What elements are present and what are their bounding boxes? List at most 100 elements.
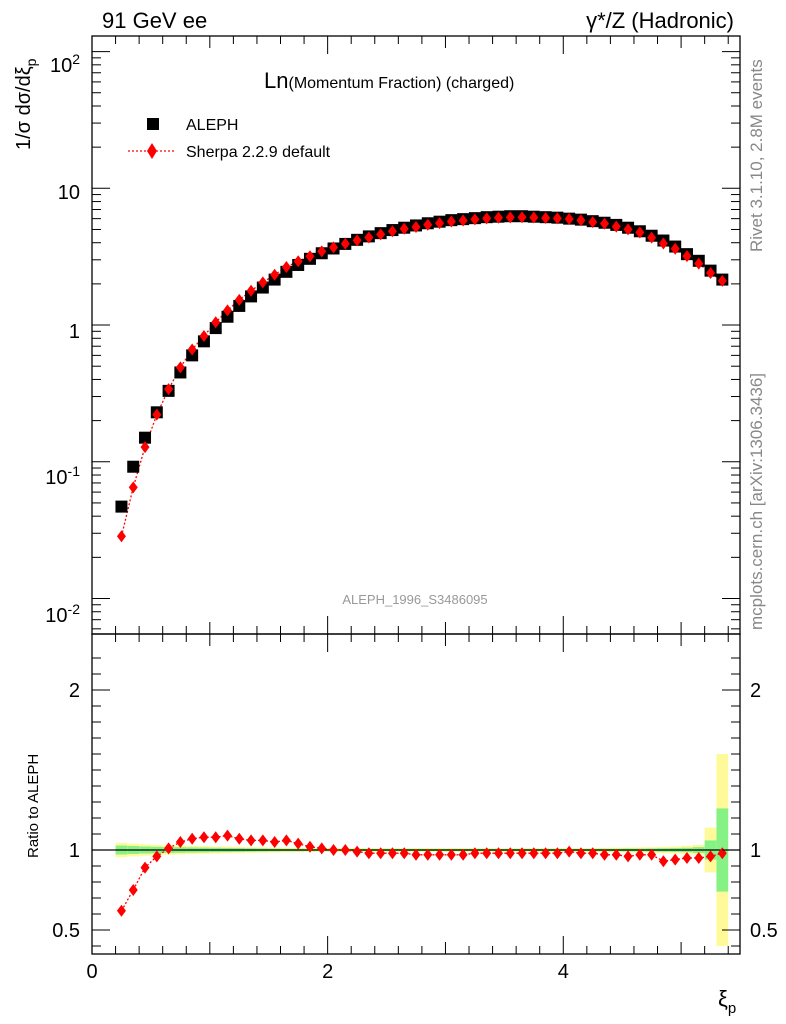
ratio-mc-point bbox=[600, 848, 610, 861]
ratio-mc-point bbox=[670, 853, 680, 866]
ratio-mc-point bbox=[552, 847, 562, 860]
ratio-mc-point bbox=[199, 831, 209, 844]
ratio-mc-point bbox=[423, 848, 433, 861]
header-right: γ*/Z (Hadronic) bbox=[586, 8, 734, 33]
ratio-axis-ticks bbox=[91, 634, 740, 954]
ytick-label-0p1: 10-1 bbox=[45, 463, 80, 489]
mcplots-site-label: mcplots.cern.ch [arXiv:1306.3436] bbox=[747, 373, 766, 630]
mc-point bbox=[670, 242, 680, 255]
ratio-mc-point bbox=[152, 850, 162, 863]
analysis-watermark: ALEPH_1996_S3486095 bbox=[342, 592, 487, 607]
ratio-mc-point bbox=[258, 834, 268, 847]
mc-point bbox=[576, 214, 586, 227]
ratio-mc-point bbox=[305, 840, 315, 853]
ratio-ytick-label-left: 0.5 bbox=[52, 920, 80, 942]
mc-point bbox=[211, 316, 221, 329]
ratio-ytick-label-right: 2 bbox=[750, 680, 761, 702]
ytick-label-100: 102 bbox=[50, 51, 80, 77]
mc-point bbox=[281, 261, 291, 274]
mc-point bbox=[493, 211, 503, 224]
ratio-mc-point bbox=[399, 847, 409, 860]
ratio-mc-point bbox=[446, 848, 456, 861]
ratio-mc-point bbox=[482, 847, 492, 860]
mc-point bbox=[364, 231, 374, 244]
main-title: Ln(Momentum Fraction) (charged) bbox=[264, 68, 514, 93]
mc-point bbox=[470, 213, 480, 226]
ratio-mc-point bbox=[493, 847, 503, 860]
ratio-mc-point bbox=[458, 848, 468, 861]
ratio-mc-point bbox=[211, 831, 221, 844]
ratio-mc-point bbox=[658, 855, 668, 868]
mc-point bbox=[128, 481, 138, 494]
mc-point bbox=[435, 217, 445, 230]
ratio-frame bbox=[91, 633, 741, 955]
mc-point bbox=[258, 276, 268, 289]
legend-mc-label: Sherpa 2.2.9 default bbox=[186, 144, 331, 161]
mc-point bbox=[387, 225, 397, 238]
mc-point bbox=[600, 217, 610, 230]
ytick-label-1: 1 bbox=[69, 321, 80, 343]
legend-data-label: ALEPH bbox=[186, 117, 238, 134]
ratio-mc-point bbox=[635, 848, 645, 861]
mc-point bbox=[152, 408, 162, 421]
mc-point bbox=[564, 212, 574, 225]
mc-curve bbox=[120, 216, 723, 537]
ratio-mc-point bbox=[541, 847, 551, 860]
mc-point bbox=[317, 245, 327, 258]
ratio-mc-point bbox=[435, 848, 445, 861]
xtick-label: 0 bbox=[86, 961, 97, 983]
ratio-mc-point bbox=[293, 837, 303, 850]
ratio-mc-point bbox=[270, 836, 280, 848]
mc-point bbox=[588, 216, 598, 229]
ratio-mc-point bbox=[706, 850, 716, 863]
data-point bbox=[221, 310, 234, 323]
mc-point bbox=[529, 211, 539, 224]
mc-point bbox=[635, 226, 645, 239]
ratio-mc-point bbox=[470, 847, 480, 860]
mc-point bbox=[293, 255, 303, 268]
mc-point bbox=[611, 220, 621, 233]
mc-point bbox=[140, 441, 150, 454]
data-points bbox=[115, 210, 729, 513]
data-point bbox=[139, 431, 152, 444]
mc-point bbox=[270, 268, 280, 281]
mc-point bbox=[116, 530, 126, 543]
mc-point bbox=[682, 250, 692, 263]
ratio-mc-point bbox=[175, 836, 185, 848]
ratio-mc-point bbox=[340, 844, 350, 856]
mc-point bbox=[706, 266, 716, 279]
ratio-mc-point bbox=[411, 848, 421, 861]
ratio-mc-curve bbox=[120, 834, 723, 912]
ratio-mc-point bbox=[576, 847, 586, 860]
ratio-mc-point bbox=[517, 847, 527, 860]
ratio-mc-point bbox=[564, 845, 574, 858]
mc-point bbox=[352, 234, 362, 247]
ratio-mc-point bbox=[317, 842, 327, 855]
mc-point bbox=[376, 228, 386, 241]
ratio-mc-point bbox=[376, 847, 386, 860]
mc-point bbox=[446, 215, 456, 228]
data-point bbox=[127, 460, 140, 473]
mc-point bbox=[505, 211, 515, 224]
ratio-mc-point bbox=[329, 844, 339, 856]
legend-mc-marker bbox=[147, 143, 157, 159]
ratio-ytick-label-right: 0.5 bbox=[750, 920, 778, 942]
ratio-mc-point bbox=[246, 834, 256, 847]
ratio-mc-point bbox=[623, 850, 633, 863]
mc-point bbox=[187, 343, 197, 356]
data-point bbox=[115, 500, 128, 513]
mc-point bbox=[234, 293, 244, 306]
ratio-mc-point bbox=[505, 847, 515, 860]
ratio-mc-point bbox=[529, 847, 539, 860]
ratio-mc-point bbox=[234, 832, 244, 845]
mc-point bbox=[246, 284, 256, 297]
ratio-ytick-label-right: 1 bbox=[750, 840, 761, 862]
rivet-version-label: Rivet 3.1.10, 2.8M events bbox=[747, 59, 766, 252]
ratio-ylabel: Ratio to ALEPH bbox=[25, 754, 42, 858]
ratio-mc-point bbox=[128, 884, 138, 896]
mc-point bbox=[647, 231, 657, 244]
ytick-label-10: 10 bbox=[58, 182, 80, 204]
mc-point bbox=[482, 212, 492, 225]
main-ylabel: 1/σ dσ/dξp bbox=[13, 58, 39, 150]
